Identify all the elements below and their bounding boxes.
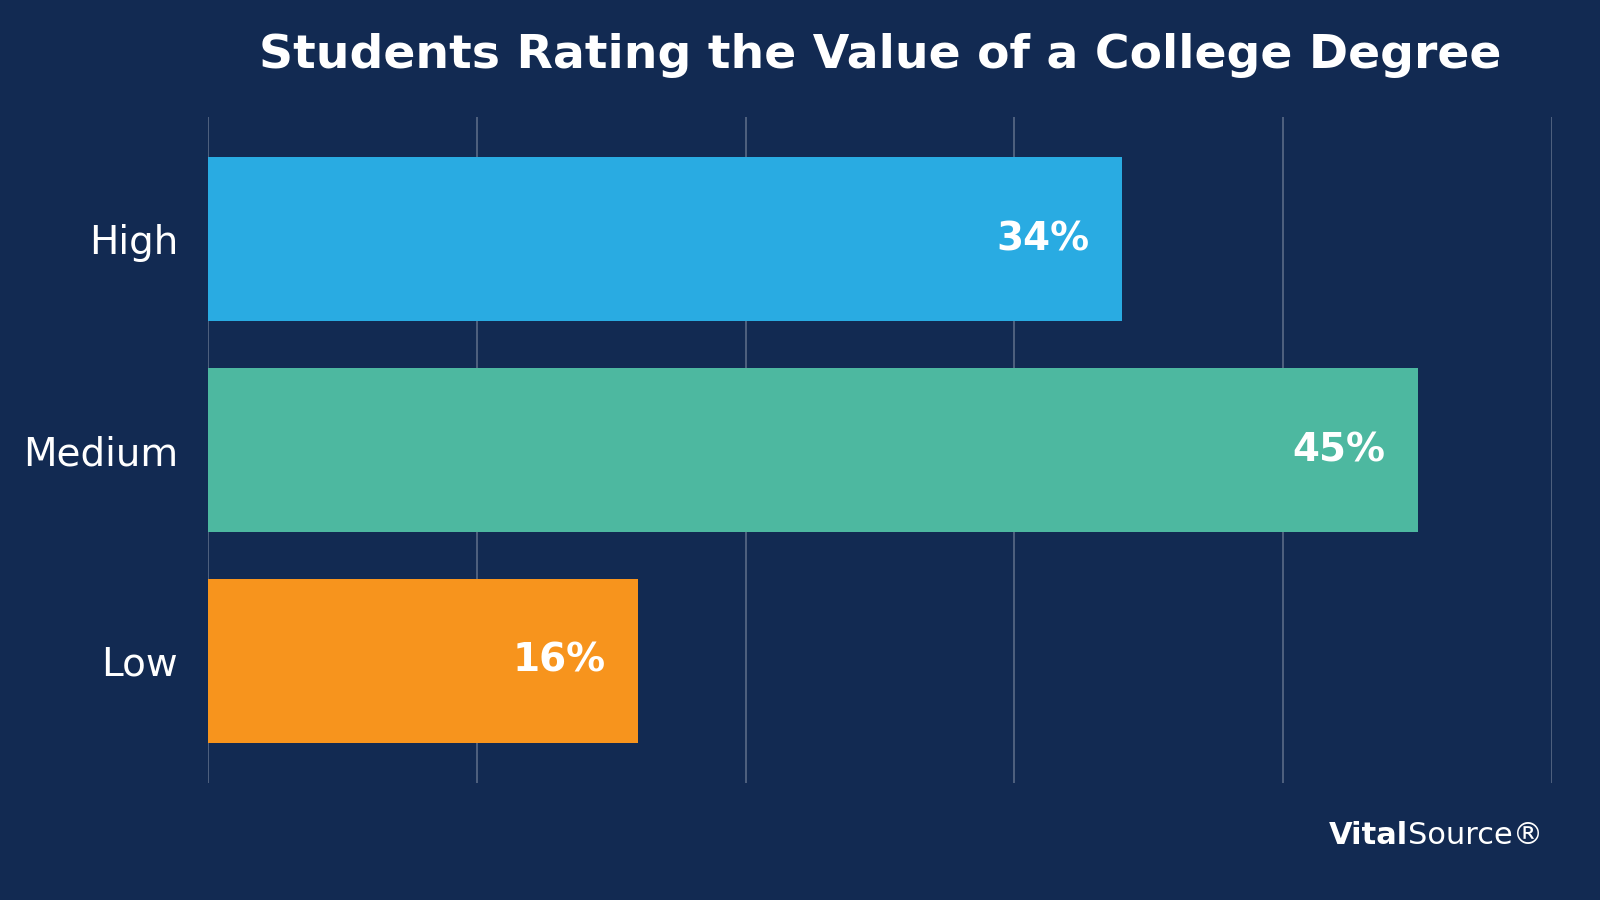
Text: Vital: Vital bbox=[1328, 822, 1408, 850]
Title: Students Rating the Value of a College Degree: Students Rating the Value of a College D… bbox=[259, 33, 1501, 78]
Text: 16%: 16% bbox=[512, 642, 606, 680]
Bar bbox=[208, 368, 1418, 532]
Bar bbox=[208, 157, 1122, 321]
Bar bbox=[208, 579, 638, 743]
Text: 34%: 34% bbox=[997, 220, 1090, 258]
Text: Source®: Source® bbox=[1408, 822, 1544, 850]
Text: 45%: 45% bbox=[1293, 431, 1386, 469]
